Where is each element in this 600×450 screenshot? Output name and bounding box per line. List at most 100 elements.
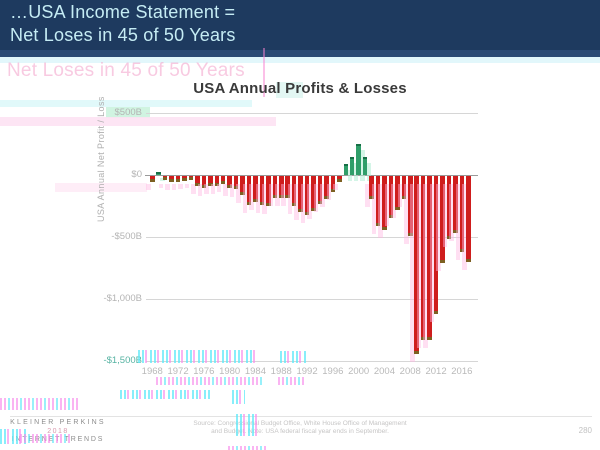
ghost-artifact: [0, 398, 80, 410]
ghost-artifact: [120, 390, 210, 399]
page-number: 280: [578, 426, 592, 435]
bar-2009: [414, 176, 419, 354]
bar-1975: [195, 176, 200, 186]
slide-title-line1: …USA Income Statement =: [10, 2, 236, 22]
bar-1987: [272, 176, 278, 198]
y-tick-label: -$500B: [111, 231, 142, 242]
ghost-artifact: [0, 57, 600, 63]
bar-1969: [156, 172, 161, 175]
ghost-artifact: [156, 377, 264, 385]
x-tick-label: 1980: [219, 366, 241, 377]
bar-1970: [162, 176, 168, 180]
x-tick-label: 2000: [348, 366, 370, 377]
gridline: [146, 237, 478, 238]
ghost-artifact: [138, 350, 256, 363]
bar-1986: [266, 176, 271, 206]
bar-1977: [208, 176, 213, 186]
bar-1985: [259, 176, 265, 205]
gridline: [146, 361, 478, 362]
bar-1998: [343, 164, 348, 175]
bar-1993: [311, 176, 316, 211]
bar-2000: [356, 144, 361, 175]
zero-axis-line: [145, 175, 478, 176]
bar-1983: [246, 176, 252, 205]
bar-2017: [466, 176, 471, 262]
bar-1978: [214, 176, 219, 186]
ghost-artifact: [20, 434, 70, 443]
y-tick-label: $500B: [114, 107, 142, 118]
ghost-artifact: [0, 117, 276, 126]
x-tick-label: 2008: [399, 366, 421, 377]
slide-title-line2: Net Loses in 45 of 50 Years: [10, 25, 236, 45]
y-tick-label: -$1,500B: [103, 355, 142, 366]
ghost-artifact: [228, 446, 266, 450]
ghost-artifact: [106, 107, 150, 118]
bar-2001: [362, 157, 368, 175]
footer-divider: [10, 416, 592, 417]
bar-1979: [220, 176, 226, 184]
ghost-artifact: [280, 351, 306, 363]
x-tick-label: 1992: [296, 366, 318, 377]
bar-1991: [298, 176, 303, 212]
bar-2003: [375, 176, 381, 226]
ghost-title-echo: Net Loses in 45 of 50 Years: [7, 60, 245, 81]
ghost-artifact: [0, 100, 252, 107]
bar-1990: [291, 176, 297, 206]
gridline: [146, 113, 478, 114]
x-tick-label: 2016: [451, 366, 473, 377]
header-strip: [0, 50, 600, 57]
gridline: [146, 299, 478, 300]
bar-1999: [349, 157, 355, 175]
bar-1973: [182, 176, 187, 181]
ghost-artifact: [278, 377, 306, 385]
bar-2015: [453, 176, 458, 233]
x-tick-label: 1976: [193, 366, 215, 377]
bar-2016: [459, 176, 465, 252]
bar-1989: [285, 176, 290, 198]
bar-1974: [188, 176, 194, 180]
bar-1984: [253, 176, 258, 202]
ghost-artifact: [276, 82, 303, 98]
x-tick-label: 1988: [270, 366, 292, 377]
bar-2013: [440, 176, 445, 263]
slide-header: …USA Income Statement = Net Loses in 45 …: [0, 0, 600, 50]
source-line2: and Budget. Note: USA federal fiscal yea…: [211, 427, 389, 435]
y-tick-label: $0: [131, 169, 142, 180]
bar-2014: [446, 176, 452, 239]
bar-1996: [330, 176, 336, 192]
bar-2010: [420, 176, 426, 340]
bar-1982: [240, 176, 245, 195]
chart-title: USA Annual Profits & Losses: [193, 80, 407, 97]
bar-2007: [401, 176, 407, 199]
x-tick-label: 2004: [373, 366, 395, 377]
bar-1976: [201, 176, 207, 188]
bar-2011: [427, 176, 432, 340]
bar-1980: [227, 176, 232, 188]
bar-1995: [324, 176, 329, 199]
bar-1994: [317, 176, 323, 204]
x-tick-label: 1972: [167, 366, 189, 377]
bar-1972: [175, 176, 181, 182]
bar-1971: [169, 176, 174, 182]
y-tick-label: -$1,000B: [103, 293, 142, 304]
x-tick-label: 2012: [425, 366, 447, 377]
ghost-artifact: [55, 183, 147, 192]
x-tick-label: 1968: [141, 366, 163, 377]
brand-line1: KLEINER PERKINS: [10, 419, 106, 426]
bar-2004: [382, 176, 387, 230]
source-line1: Source: Congressional Budget Office, Whi…: [193, 420, 407, 427]
bar-1968: [150, 176, 155, 182]
x-tick-label: 1996: [322, 366, 344, 377]
ghost-artifact: [263, 48, 265, 97]
ghost-artifact: [236, 414, 260, 436]
brand-line2: 2018: [47, 427, 69, 435]
bar-2005: [388, 176, 394, 218]
bar-1988: [279, 176, 284, 198]
bar-1981: [233, 176, 239, 189]
bar-2012: [433, 176, 439, 314]
bar-2002: [369, 176, 374, 199]
ghost-artifact: [232, 390, 245, 404]
source-note: Source: Congressional Budget Office, Whi…: [150, 420, 450, 435]
